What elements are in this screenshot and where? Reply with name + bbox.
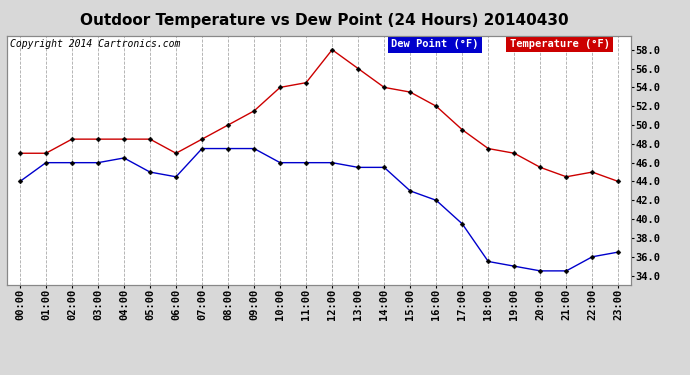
Text: Copyright 2014 Cartronics.com: Copyright 2014 Cartronics.com — [10, 39, 180, 50]
Text: Temperature (°F): Temperature (°F) — [510, 39, 609, 50]
Text: Dew Point (°F): Dew Point (°F) — [391, 39, 478, 50]
Text: Outdoor Temperature vs Dew Point (24 Hours) 20140430: Outdoor Temperature vs Dew Point (24 Hou… — [80, 13, 569, 28]
